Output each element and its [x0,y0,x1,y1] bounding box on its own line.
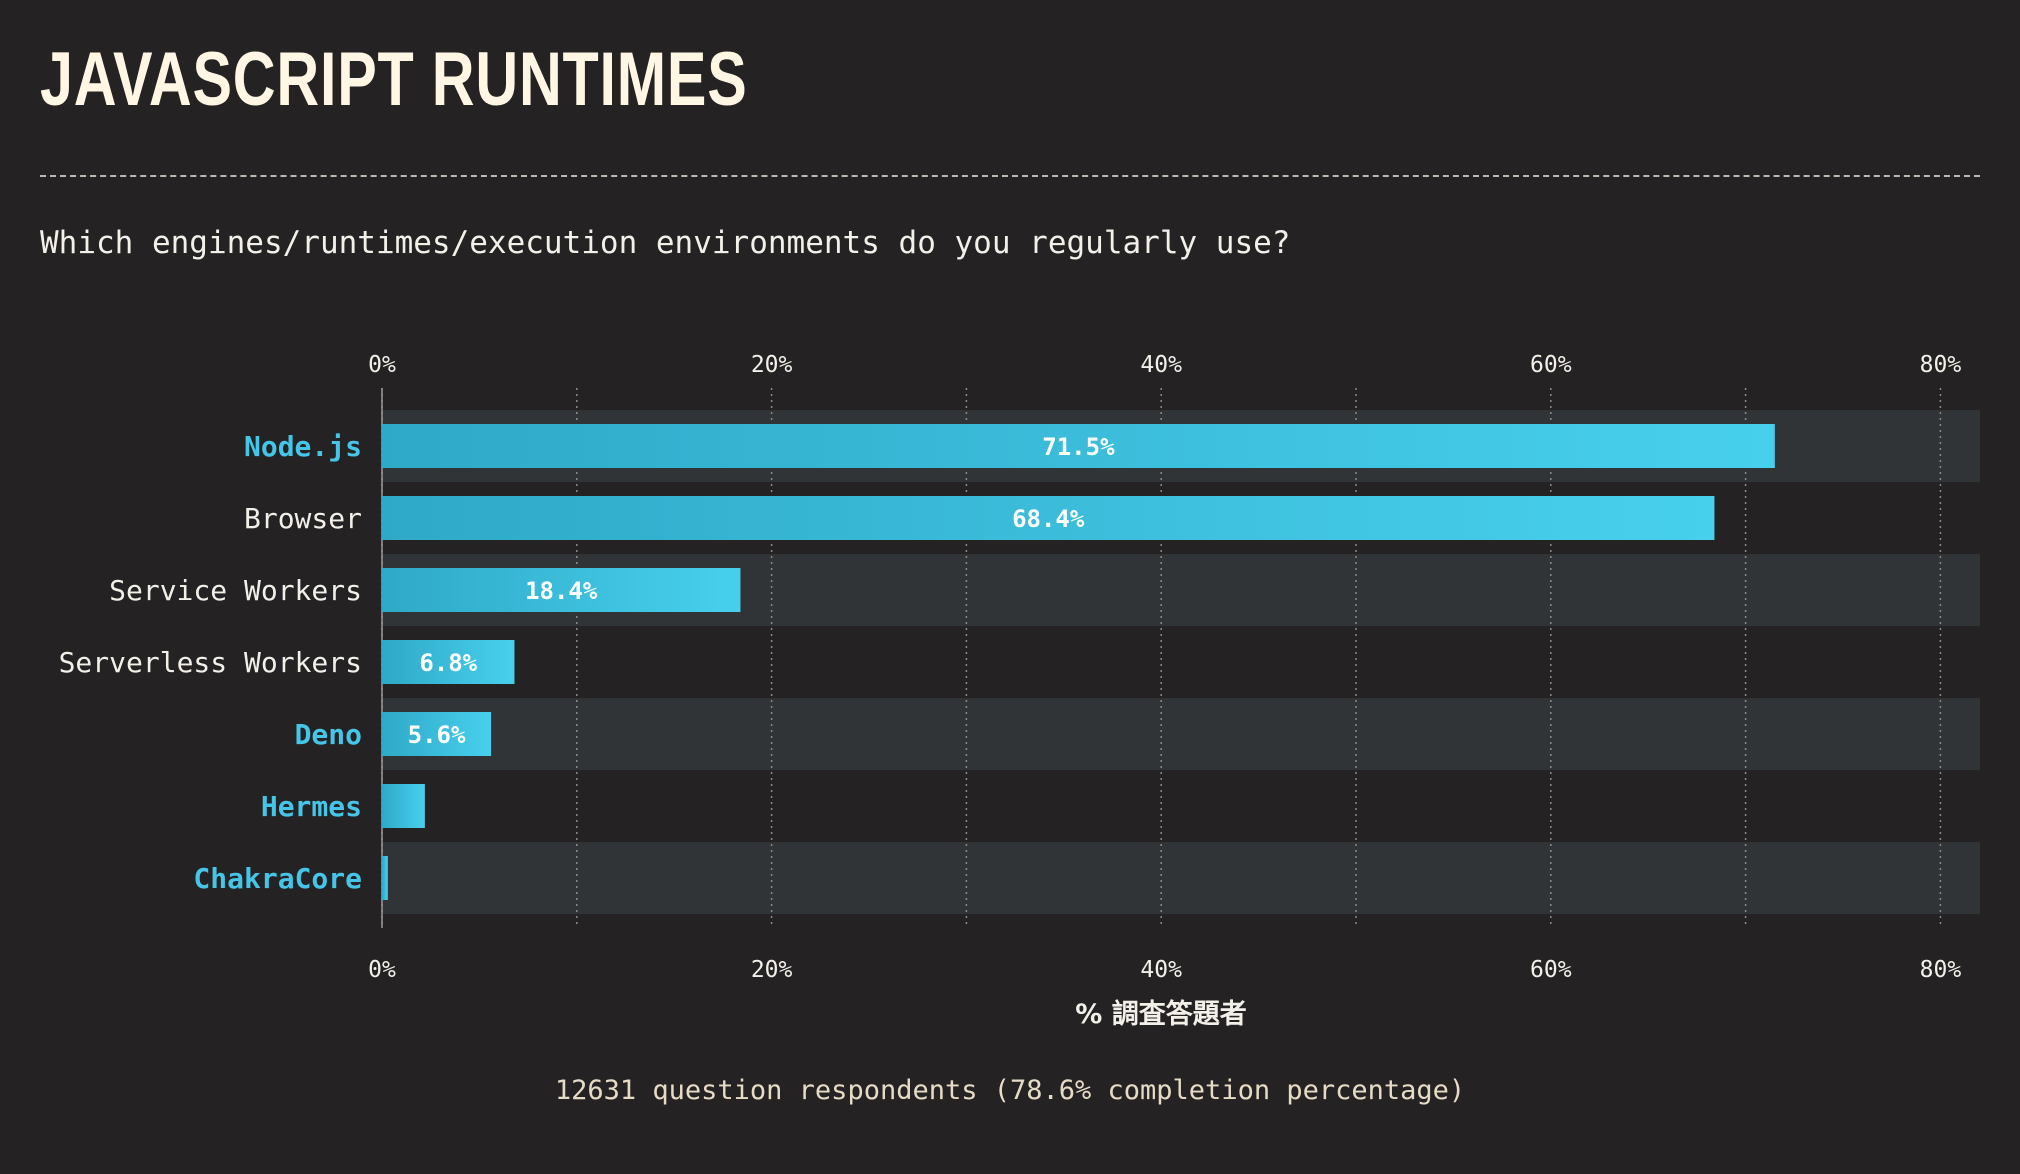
bar-value-label: 71.5% [1042,433,1115,461]
tick-label: 0% [368,352,396,378]
category-label: Browser [244,502,362,535]
tick-label: 40% [1140,957,1182,983]
category-label: Deno [295,718,362,751]
question-text: Which engines/runtimes/execution environ… [40,225,1291,261]
tick-label: 20% [751,352,793,378]
category-label: Node.js [244,430,362,463]
bar-value-label: 18.4% [525,577,598,605]
bar[interactable] [382,712,492,756]
tick-label: 80% [1920,352,1962,378]
respondents-note: 12631 question respondents (78.6% comple… [554,1075,1466,1106]
bar[interactable] [382,640,515,684]
tick-label: 60% [1530,957,1572,983]
bar[interactable] [382,856,388,900]
bar-value-label: 68.4% [1012,505,1085,533]
category-label: Service Workers [109,574,362,607]
tick-label: 80% [1920,957,1962,983]
bar[interactable] [382,424,1775,468]
category-label: Serverless Workers [59,646,362,679]
bar[interactable] [382,568,741,612]
tick-label: 60% [1530,352,1572,378]
tick-label: 40% [1140,352,1182,378]
bar-value-label: 6.8% [419,649,477,677]
tick-label: 20% [751,957,793,983]
bar[interactable] [382,784,425,828]
page-title: JAVASCRIPT RUNTIMES [40,37,748,122]
bar-value-label: 5.6% [408,721,466,749]
row-band [382,698,1980,770]
tick-label: 0% [368,957,396,983]
title-divider [40,175,1980,177]
x-axis-label: % 調査答題者 [1075,998,1246,1030]
category-label: ChakraCore [193,862,362,895]
bar[interactable] [382,496,1715,540]
category-label: Hermes [261,790,362,823]
row-band [382,842,1980,914]
